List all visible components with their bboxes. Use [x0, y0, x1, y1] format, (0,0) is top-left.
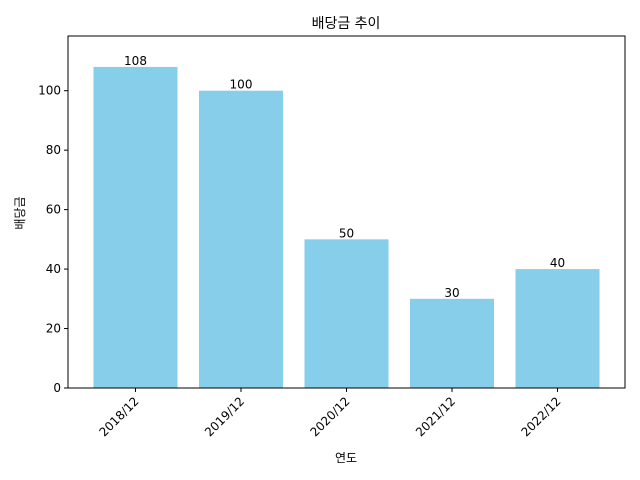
x-tick-label: 2018/12 — [96, 394, 141, 439]
plot-area: 108 2018/12 100 2019/12 50 2020/12 30 2021/12 40… — [38, 35, 626, 439]
x-axis-label: 연도 — [335, 451, 357, 465]
bar-2022-12 — [515, 269, 600, 388]
data-label: 50 — [339, 226, 354, 240]
chart-title: 배당금 추이 — [312, 16, 381, 32]
y-tick-label: 0 — [53, 381, 61, 395]
data-label: 30 — [444, 286, 459, 300]
y-tick-label: 20 — [46, 322, 61, 336]
bar-2018-12 — [93, 66, 178, 389]
x-tick-label: 2019/12 — [202, 394, 247, 439]
bar-2021-12 — [410, 298, 494, 388]
y-tick-label: 80 — [46, 143, 61, 157]
y-tick-label: 100 — [38, 84, 61, 98]
data-label: 100 — [230, 78, 253, 92]
data-label: 40 — [550, 256, 565, 270]
x-tick-label: 2021/12 — [413, 394, 458, 439]
bar-2019-12 — [199, 90, 283, 388]
y-axis-label: 배당금 — [13, 196, 27, 229]
bar-2020-12 — [304, 239, 389, 388]
plot-frame — [67, 35, 626, 389]
data-label: 108 — [124, 54, 147, 68]
x-tick-label: 2022/12 — [518, 394, 563, 439]
x-tick-label: 2020/12 — [307, 394, 352, 439]
y-tick-label: 60 — [46, 203, 61, 217]
y-tick-label: 40 — [46, 262, 61, 276]
